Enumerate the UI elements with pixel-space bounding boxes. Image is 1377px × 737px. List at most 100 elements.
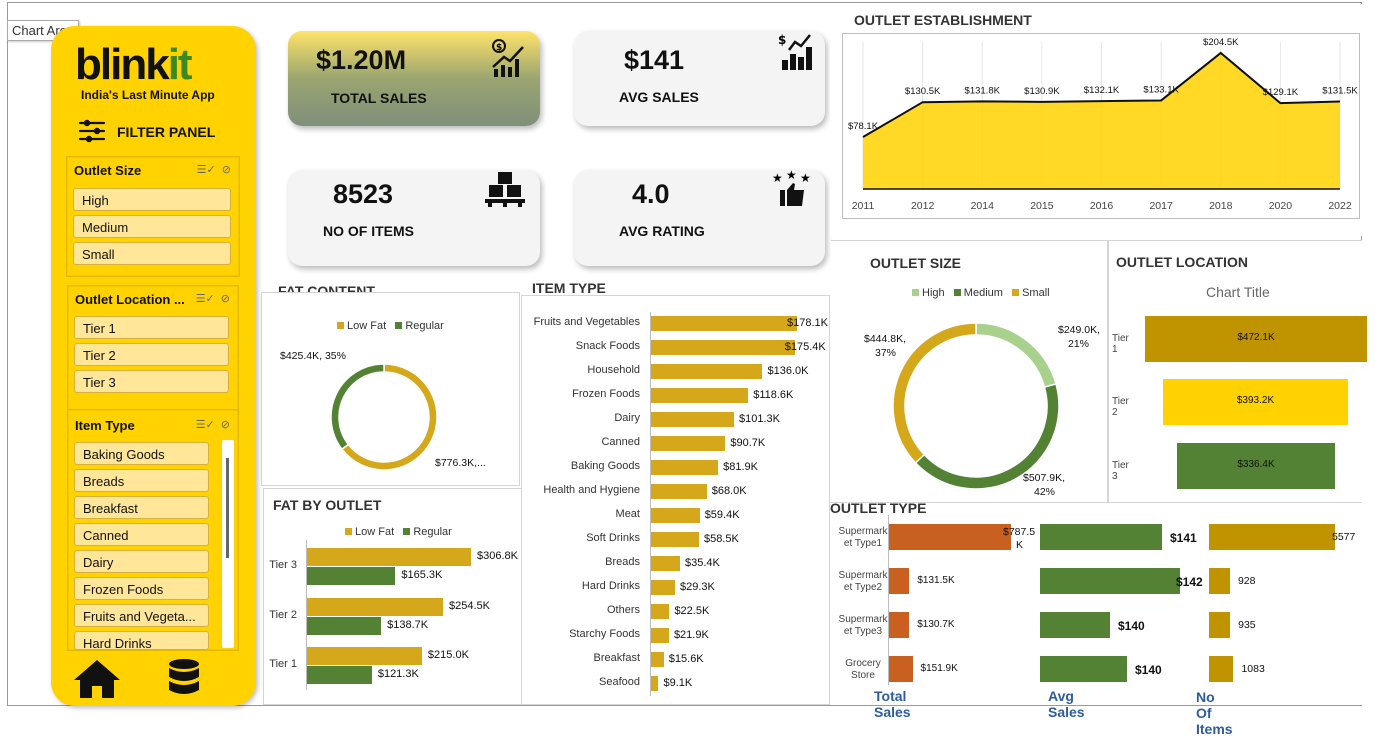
chart-legend: Low Fat Regular xyxy=(337,320,444,332)
slicer-item-tier-1[interactable]: Tier 1 xyxy=(74,316,229,339)
kpi-avg-sales: $141 AVG SALES $ xyxy=(574,31,825,126)
brand-logo: blinkit xyxy=(75,40,193,89)
bar xyxy=(651,388,749,403)
y-axis xyxy=(888,515,889,685)
bar-regular xyxy=(307,567,396,585)
data-label: $68.0K xyxy=(711,485,747,497)
series-line xyxy=(862,51,1341,138)
slicer-item[interactable]: Frozen Foods xyxy=(74,577,209,600)
sales-growth-icon: $ xyxy=(492,39,524,77)
chart-legend: Low Fat Regular xyxy=(345,526,452,538)
slicer-title: Outlet Size xyxy=(74,163,142,178)
clear-filter-icon[interactable]: ⊘ xyxy=(221,164,231,176)
data-label: $130.9K xyxy=(1024,86,1060,97)
data-label: $131.5K xyxy=(1322,86,1358,97)
packages-icon xyxy=(485,172,525,207)
chart-title: OUTLET SIZE xyxy=(870,255,961,271)
kpi-label: NO OF ITEMS xyxy=(323,223,414,239)
category-label: Baking Goods xyxy=(570,460,640,472)
category-label: Breads xyxy=(605,556,640,568)
y-axis xyxy=(306,540,307,690)
slicer-item-type: Item Type ☰✓ ⊘ Baking Goods Breads Break… xyxy=(67,409,239,651)
slicer-item-medium[interactable]: Medium xyxy=(73,215,231,238)
slicer-item-small[interactable]: Small xyxy=(73,242,231,265)
data-label: 37% xyxy=(875,347,896,359)
scrollbar-thumb[interactable] xyxy=(226,458,229,558)
bar-total-sales xyxy=(889,524,1011,550)
data-label: $254.5K xyxy=(449,600,491,612)
multi-select-icon[interactable]: ☰✓ xyxy=(196,164,216,176)
slicer-item[interactable]: Hard Drinks xyxy=(74,631,209,651)
category-label: Household xyxy=(587,364,640,376)
slicer-item[interactable]: Baking Goods xyxy=(74,442,209,465)
slicer-item-tier-3[interactable]: Tier 3 xyxy=(74,370,229,393)
bar-total-sales xyxy=(889,656,913,682)
kpi-label: AVG SALES xyxy=(619,89,699,105)
kpi-label: AVG RATING xyxy=(619,223,705,239)
bar xyxy=(651,532,699,547)
data-label: $776.3K,... xyxy=(435,457,486,469)
category-label: Tier 1 xyxy=(269,658,297,670)
category-label: Snack Foods xyxy=(575,340,640,352)
category-label: Supermark xyxy=(838,614,888,625)
database-icon[interactable] xyxy=(167,658,201,702)
data-label: $444.8K, xyxy=(864,333,906,345)
bar-no-of-items xyxy=(1209,612,1231,638)
category-label: Fruits and Vegetables xyxy=(533,316,640,328)
clear-filter-icon[interactable]: ⊘ xyxy=(220,419,230,431)
clear-filter-icon[interactable]: ⊘ xyxy=(220,293,230,305)
data-label: 42% xyxy=(1034,486,1055,498)
legend-label: Low Fat xyxy=(347,320,387,332)
outlet-establishment-chart[interactable]: $78.1K $130.5K $131.8K $130.9K $132.1K $133.1… xyxy=(830,0,1362,236)
data-label: 1083 xyxy=(1241,663,1265,675)
data-label: $29.3K xyxy=(680,581,715,593)
legend-label: Medium xyxy=(963,287,1003,299)
bar xyxy=(1163,379,1348,425)
data-label: 21% xyxy=(1068,338,1089,350)
data-label: $130.7K xyxy=(917,619,955,630)
area-fill xyxy=(863,52,1340,189)
data-label: $59.4K xyxy=(704,509,740,521)
data-label: $142 xyxy=(1176,575,1203,589)
multi-select-icon[interactable]: ☰✓ xyxy=(195,419,215,431)
slicer-item[interactable]: Canned xyxy=(74,523,209,546)
category-label: et Type3 xyxy=(843,626,883,637)
slicer-item-tier-2[interactable]: Tier 2 xyxy=(74,343,229,366)
category-label: Tier 3 xyxy=(269,559,297,571)
category-label: Store xyxy=(851,670,875,681)
bar xyxy=(1145,316,1367,362)
bar xyxy=(651,412,735,427)
series-label-avg-sales: Avg Sales xyxy=(1048,688,1085,720)
slicer-item-high[interactable]: High xyxy=(73,188,231,211)
tick-label: 2011 xyxy=(852,200,875,212)
data-label: 935 xyxy=(1238,619,1256,631)
category-label: Meat xyxy=(615,508,640,520)
home-icon[interactable] xyxy=(72,658,122,700)
category-label: Supermark xyxy=(838,526,888,537)
category-label: Tier 2 xyxy=(269,609,297,621)
svg-text:$: $ xyxy=(496,43,502,53)
data-label: $472.1K xyxy=(1237,332,1275,343)
data-label: $129.1K xyxy=(1263,87,1299,98)
data-label: $138.7K xyxy=(387,619,429,631)
bar xyxy=(651,676,659,691)
panel-outlet-size xyxy=(831,240,1108,502)
slicer-item[interactable]: Dairy xyxy=(74,550,209,573)
svg-text:★: ★ xyxy=(786,170,797,182)
data-label: 928 xyxy=(1237,575,1256,587)
slicer-item[interactable]: Fruits and Vegeta... xyxy=(74,604,209,627)
svg-text:$: $ xyxy=(778,33,786,47)
fat-content-donut[interactable]: $425.4K, 35% $776.3K,... xyxy=(261,292,520,486)
category-label: Supermark xyxy=(838,570,888,581)
outlet-size-donut[interactable]: $249.0K, 21% $507.9K, 42% $444.8K, 37% xyxy=(831,240,1108,502)
category-label: Breakfast xyxy=(593,652,640,664)
legend-label: Low Fat xyxy=(355,526,395,538)
category-label: Tier 3 xyxy=(1112,460,1129,482)
data-label: $132.1K xyxy=(1084,85,1120,96)
multi-select-icon[interactable]: ☰✓ xyxy=(195,293,215,305)
data-label: $787.5 xyxy=(1003,526,1036,538)
bar xyxy=(651,628,669,643)
slicer-item[interactable]: Breakfast xyxy=(74,496,209,519)
slicer-item[interactable]: Breads xyxy=(74,469,209,492)
slicer-scrollbar[interactable] xyxy=(222,440,234,648)
